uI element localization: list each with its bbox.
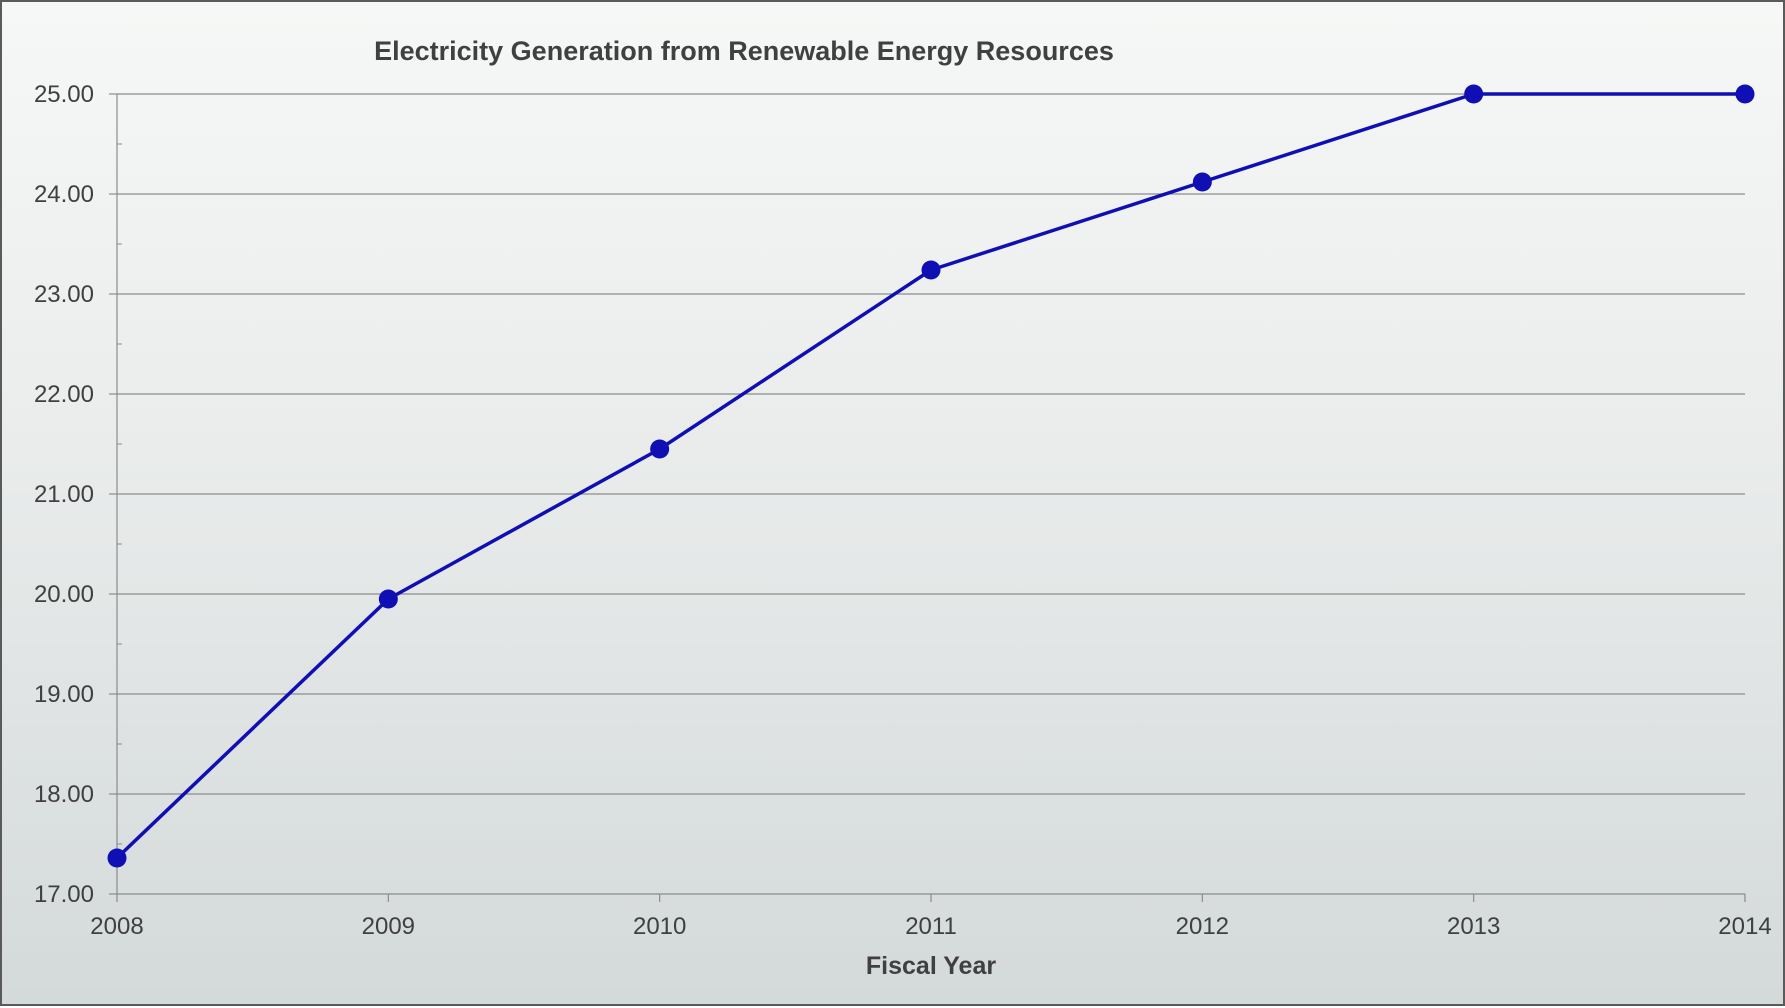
y-tick-label: 23.00 — [34, 281, 94, 308]
data-point-2010 — [650, 439, 670, 459]
x-tick-label: 2010 — [633, 913, 686, 940]
y-tick-label: 18.00 — [34, 781, 94, 808]
y-tick-label: 22.00 — [34, 381, 94, 408]
data-point-2014 — [1735, 84, 1755, 104]
y-tick-label: 25.00 — [34, 81, 94, 108]
y-tick-label: 17.00 — [34, 881, 94, 908]
data-point-2008 — [107, 848, 127, 868]
x-tick-label: 2009 — [362, 913, 415, 940]
x-tick-label: 2011 — [905, 913, 957, 940]
x-tick-label: 2012 — [1176, 913, 1229, 940]
chart-title: Electricity Generation from Renewable En… — [374, 36, 1114, 66]
data-point-2009 — [378, 589, 398, 609]
x-tick-label: 2008 — [90, 913, 143, 940]
gridlines — [117, 93, 1745, 795]
data-point-2011 — [921, 260, 941, 280]
axes — [109, 93, 1746, 902]
y-axis-tick-labels: 17.00 18.00 19.00 20.00 21.00 22.00 23.00 24.00… — [34, 81, 94, 908]
y-tick-label: 21.00 — [34, 481, 94, 508]
series-line — [115, 92, 1745, 860]
data-point-2012 — [1192, 172, 1212, 192]
x-axis-tick-labels: 2008 2009 2010 2011 2012 2013 2014 — [90, 913, 1771, 940]
x-tick-label: 2014 — [1718, 913, 1771, 940]
x-tick-label: 2013 — [1447, 913, 1500, 940]
y-tick-label: 24.00 — [34, 181, 94, 208]
data-point-2013 — [1464, 84, 1484, 104]
y-tick-label: 19.00 — [34, 681, 94, 708]
x-axis-title: Fiscal Year — [866, 952, 996, 980]
series-layer — [107, 84, 1755, 868]
y-tick-label: 20.00 — [34, 581, 94, 608]
